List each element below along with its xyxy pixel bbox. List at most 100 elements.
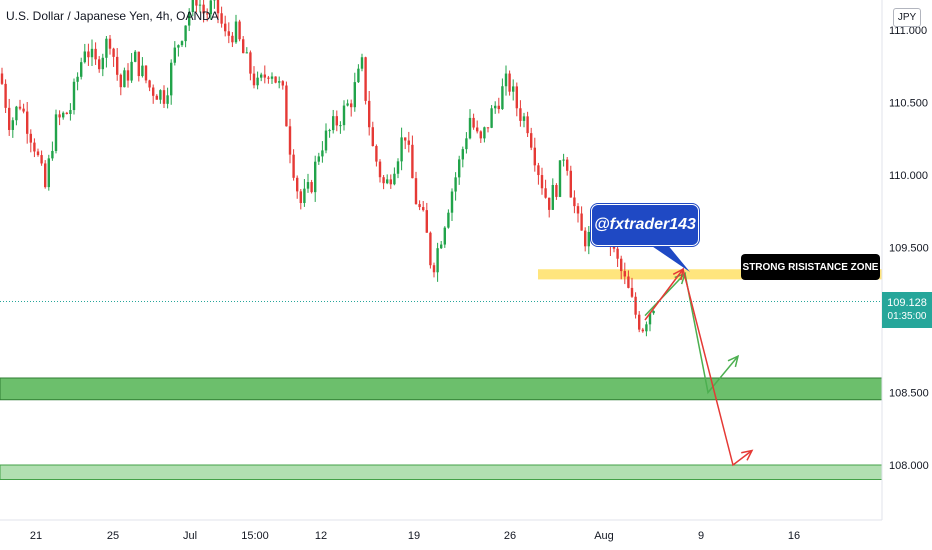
candle-body-104: [375, 146, 378, 162]
candle-body-71: [256, 77, 259, 86]
candle-body-70: [252, 73, 256, 86]
price-axis[interactable]: 111.000 110.500 110.000 109.500 108.500 108.0…: [889, 25, 929, 472]
candle-body-36: [130, 61, 133, 81]
candle-body-47: [170, 62, 173, 96]
candle-body-158: [569, 170, 572, 198]
candle-body-163: [587, 231, 590, 247]
resistance-zone-label: STRONG RISISTANCE ZONE: [741, 254, 880, 280]
candle-body-49: [177, 45, 180, 48]
red-projection-line: [644, 267, 753, 467]
candles-layer: [0, 0, 655, 337]
candle-body-5: [18, 106, 22, 109]
candle-body-114: [411, 144, 414, 179]
candle-body-96: [346, 103, 349, 106]
candle-body-107: [386, 179, 389, 184]
candle-body-26: [94, 48, 97, 60]
last-price-value: 109.128: [887, 297, 927, 309]
candle-body-178: [641, 329, 644, 332]
candle-body-177: [638, 314, 641, 330]
candle-body-82: [296, 177, 299, 192]
candle-body-92: [332, 116, 335, 131]
candle-body-174: [627, 276, 630, 288]
candle-body-87: [314, 161, 317, 193]
candle-body-80: [288, 126, 292, 155]
candle-body-39: [141, 65, 144, 77]
candle-body-179: [645, 324, 648, 332]
candle-body-149: [537, 165, 540, 176]
candle-body-72: [260, 74, 263, 78]
candle-body-17: [62, 112, 65, 118]
candle-body-119: [429, 232, 432, 266]
candle-body-133: [479, 131, 482, 139]
candle-body-34: [123, 70, 126, 88]
candle-body-62: [224, 23, 227, 32]
candle-body-127: [458, 159, 461, 178]
candle-body-81: [292, 154, 295, 178]
candle-body-93: [335, 116, 338, 126]
candle-body-2: [8, 107, 11, 130]
candle-body-28: [101, 57, 104, 70]
candle-body-35: [126, 70, 130, 81]
candle-body-64: [231, 35, 234, 43]
candle-body-135: [486, 127, 490, 129]
candle-body-23: [83, 51, 86, 63]
price-tick-label-0: 111.000: [889, 25, 927, 37]
candle-body-32: [116, 56, 119, 75]
candle-body-118: [425, 210, 428, 233]
candle-body-180: [648, 313, 652, 325]
candle-body-161: [580, 213, 583, 231]
candle-body-61: [220, 13, 223, 24]
candle-body-25: [90, 48, 94, 58]
candle-body-6: [22, 108, 25, 112]
candle-body-12: [44, 163, 47, 188]
red-arrow-head-3: [741, 449, 754, 461]
candle-body-53: [191, 0, 194, 12]
candle-body-27: [98, 59, 101, 70]
candle-body-85: [306, 182, 310, 189]
candle-body-173: [623, 271, 626, 277]
candle-body-131: [472, 117, 475, 128]
candle-body-79: [285, 85, 288, 127]
candle-body-40: [144, 65, 148, 81]
candle-body-142: [512, 86, 515, 92]
candle-body-115: [414, 178, 418, 205]
candle-body-15: [54, 114, 58, 151]
red-arrow-head-1: [672, 267, 685, 281]
candle-body-8: [29, 133, 32, 143]
candle-body-116: [418, 204, 421, 208]
candle-body-37: [134, 51, 137, 62]
candle-body-137: [494, 105, 497, 109]
candle-body-106: [382, 177, 385, 184]
candle-body-157: [566, 159, 569, 171]
candle-body-66: [238, 21, 241, 40]
time-axis[interactable]: 21 25 Jul 15:00 12 19 26 Aug 9 16: [30, 530, 800, 542]
candle-body-77: [278, 81, 281, 83]
candle-body-122: [440, 244, 443, 249]
candle-body-58: [209, 0, 212, 15]
price-tick-label-3: 109.500: [889, 243, 929, 255]
currency-button[interactable]: JPY: [893, 8, 921, 27]
candle-body-126: [454, 177, 457, 192]
projection-arrows: [640, 238, 754, 467]
chart-title: U.S. Dollar / Japanese Yen, 4h, OANDA: [6, 9, 219, 23]
candle-body-7: [26, 111, 29, 134]
candle-body-156: [562, 159, 565, 161]
candle-body-153: [551, 185, 554, 210]
candle-body-13: [47, 158, 50, 188]
candle-body-154: [555, 185, 558, 197]
candle-body-98: [353, 82, 356, 108]
time-tick-label-3: 15:00: [241, 530, 269, 542]
author-callout: @fxtrader143: [591, 204, 699, 246]
candle-body-75: [270, 76, 274, 79]
candle-body-3: [11, 120, 14, 130]
candle-body-148: [533, 147, 536, 166]
candle-body-109: [393, 173, 396, 185]
candle-body-111: [400, 137, 403, 162]
candle-body-121: [436, 248, 439, 273]
candle-body-46: [166, 95, 169, 104]
candle-body-99: [357, 68, 360, 83]
candle-body-140: [504, 73, 508, 87]
candle-body-44: [159, 90, 162, 100]
candle-body-139: [501, 86, 504, 110]
